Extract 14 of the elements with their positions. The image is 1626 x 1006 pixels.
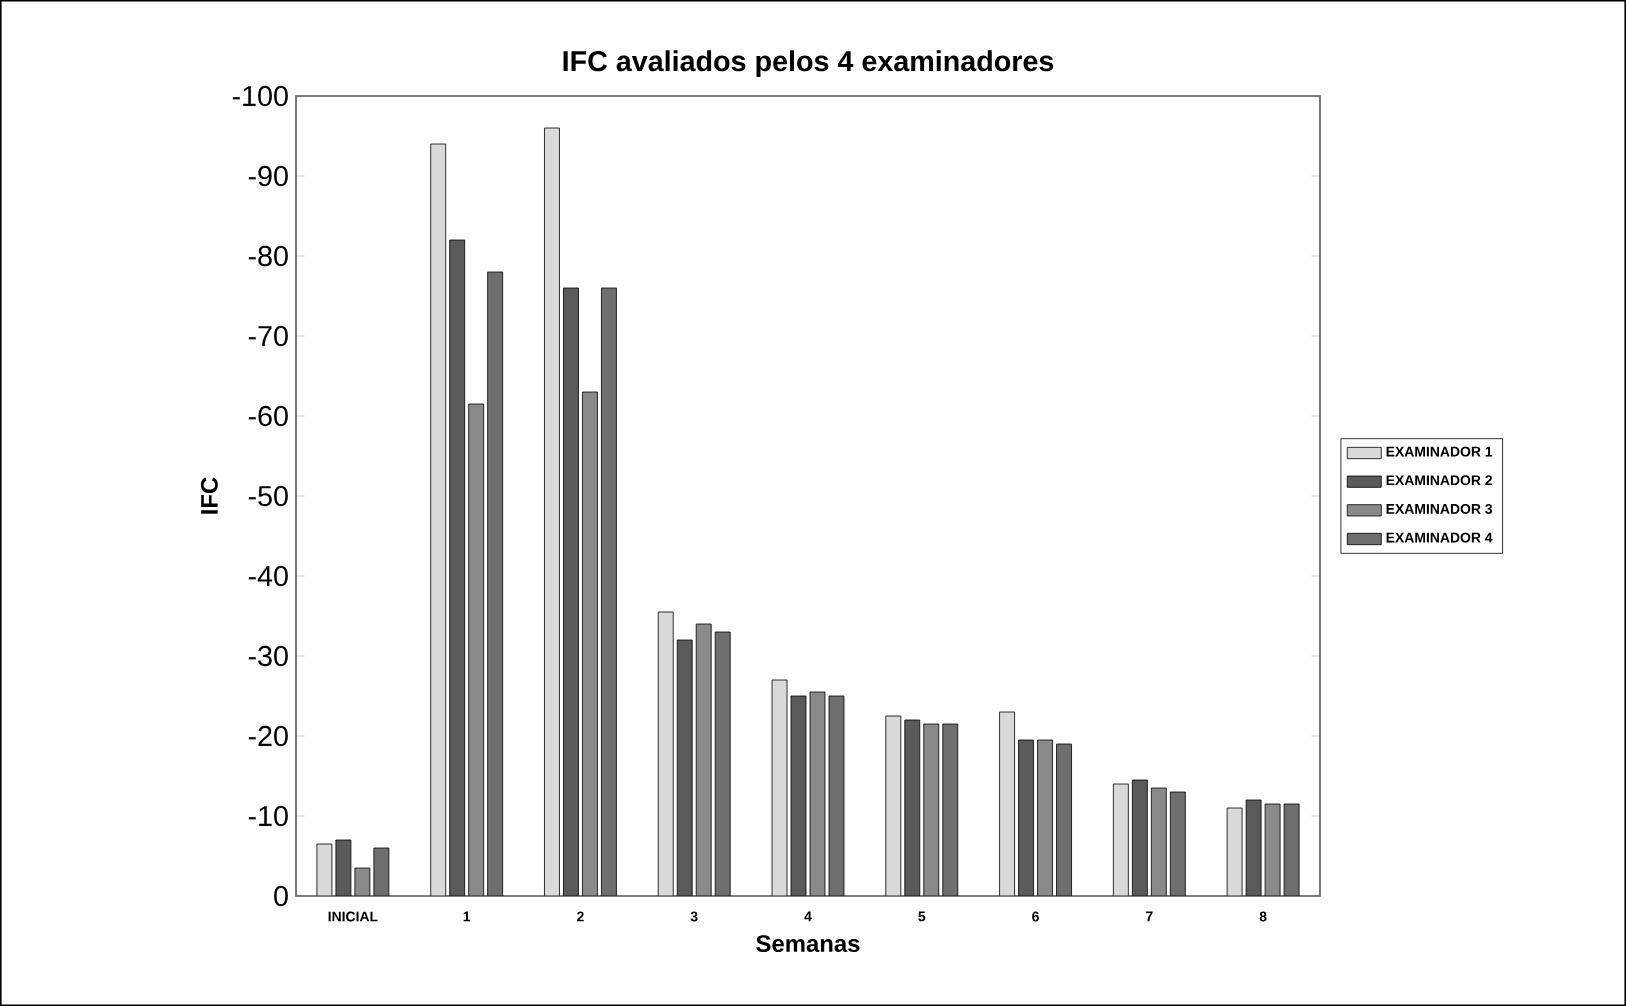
y-tick-label: -60 bbox=[248, 405, 288, 427]
x-axis-title: Semanas bbox=[756, 935, 860, 953]
chart-title: IFC avaliados pelos 4 examinadores bbox=[563, 50, 1054, 78]
y-tick-label: -70 bbox=[248, 325, 288, 347]
y-tick-label: -40 bbox=[248, 565, 288, 587]
y-tick-label: -50 bbox=[248, 485, 288, 507]
y-tick-label: -80 bbox=[248, 245, 288, 267]
y-tick-label: -20 bbox=[248, 725, 288, 747]
y-tick-label: 0 bbox=[274, 885, 288, 907]
y-tick-label: -90 bbox=[248, 165, 288, 187]
y-axis-title: IFC bbox=[200, 477, 218, 514]
y-tick-label: -10 bbox=[248, 805, 288, 827]
y-tick-label: -30 bbox=[248, 645, 288, 667]
y-tick-label: -100 bbox=[232, 85, 288, 107]
